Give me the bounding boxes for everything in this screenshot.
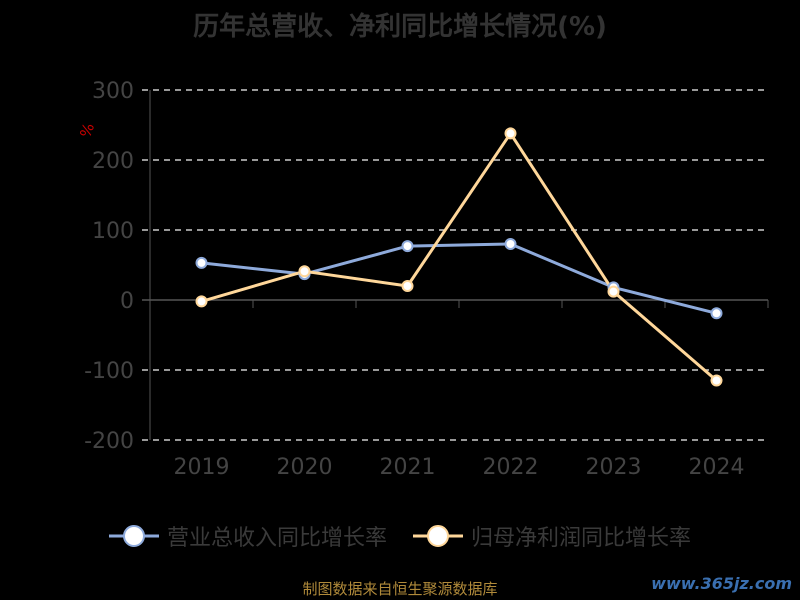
legend-revenue-marker	[108, 525, 159, 547]
y-tick-label: -200	[84, 429, 134, 454]
x-tick-label: 2023	[586, 455, 642, 480]
data-point	[401, 240, 414, 253]
legend: 营业总收入同比增长率 归母净利润同比增长率	[0, 520, 800, 552]
data-point	[607, 285, 620, 298]
y-tick-label: 0	[120, 289, 134, 314]
legend-profit-marker	[413, 525, 463, 547]
data-point	[710, 374, 723, 387]
x-tick-label: 2021	[380, 455, 436, 480]
watermark: www.365jz.com	[651, 574, 792, 593]
y-tick-label: 300	[92, 79, 134, 104]
series-line-1	[201, 131, 718, 382]
legend-item-revenue[interactable]: 营业总收入同比增长率	[108, 520, 387, 552]
x-tick-label: 2020	[277, 455, 333, 480]
series-line-0	[201, 242, 717, 315]
data-point	[401, 280, 414, 292]
data-point	[195, 295, 208, 308]
y-tick-label: 100	[92, 219, 134, 244]
x-tick-label: 2019	[174, 455, 230, 480]
x-tick-label: 2024	[689, 455, 745, 480]
grid-layer	[142, 89, 768, 441]
data-point	[504, 238, 517, 250]
legend-profit-label: 归母净利润同比增长率	[471, 526, 692, 551]
y-axis-unit-label: %	[76, 121, 98, 141]
x-tick-label: 2022	[483, 455, 539, 480]
y-tick-label: 200	[92, 149, 134, 174]
data-point	[298, 265, 311, 278]
data-source-note: 制图数据来自恒生聚源数据库	[302, 580, 498, 598]
legend-item-profit[interactable]: 归母净利润同比增长率	[413, 520, 691, 552]
chart-title: 历年总营收、净利同比增长情况(%)	[193, 12, 607, 42]
legend-revenue-label: 营业总收入同比增长率	[166, 526, 387, 551]
data-point	[504, 127, 517, 140]
series-layer	[195, 127, 723, 387]
data-point	[710, 307, 723, 320]
y-tick-label: -100	[84, 359, 134, 384]
axis-layer: 300 200 100 0 -100 -200% 2019 2020 2021 2022 2023 2…	[76, 79, 769, 480]
data-point	[195, 256, 208, 269]
